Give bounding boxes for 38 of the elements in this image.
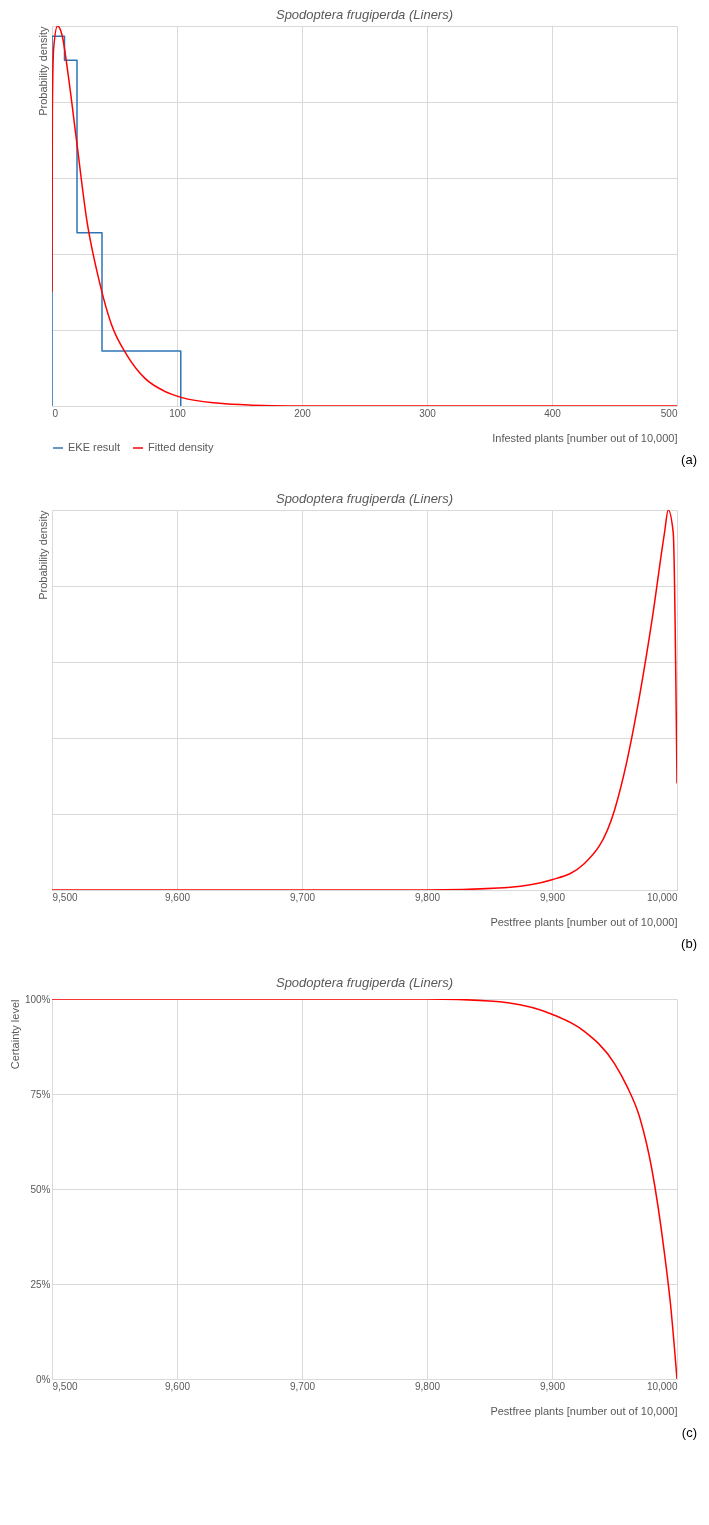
- x-tick-label: 9,800: [414, 1380, 441, 1392]
- x-tick-label: 400: [544, 407, 562, 419]
- x-tick-label: 9,700: [289, 891, 316, 903]
- chart-title: Spodoptera frugiperda (Liners): [275, 7, 454, 22]
- x-tick-label: 100: [169, 407, 187, 419]
- x-tick-label: 10,000: [646, 1380, 678, 1392]
- y-axis-title: Probability density: [36, 26, 49, 116]
- text: (c): [681, 1425, 697, 1440]
- x-axis-title: Pestfree plants [number out of 10,000]: [490, 1404, 678, 1417]
- legend-label: Fitted density: [148, 441, 214, 453]
- y-tick-label: 25%: [30, 1278, 51, 1290]
- y-tick-label: 75%: [30, 1088, 51, 1100]
- x-tick-label: 9,700: [289, 1380, 316, 1392]
- y-axis-title: Probability density: [36, 510, 49, 600]
- x-tick-label: 9,600: [164, 1380, 191, 1392]
- x-tick-label: 0: [52, 407, 59, 419]
- chart-title: Spodoptera frugiperda (Liners): [275, 491, 454, 506]
- x-tick-label: 9,900: [539, 891, 566, 903]
- x-tick-label: 9,500: [52, 1380, 78, 1392]
- y-axis-title: Certainty level: [8, 999, 21, 1070]
- x-tick-label: 9,800: [414, 891, 441, 903]
- line-series: [52, 999, 677, 1379]
- legend-label: EKE result: [68, 441, 120, 453]
- x-axis-title: Pestfree plants [number out of 10,000]: [490, 915, 678, 928]
- text: (b): [681, 936, 697, 951]
- x-tick-label: 500: [660, 407, 678, 419]
- x-tick-label: 9,500: [52, 891, 78, 903]
- text: (a): [681, 452, 697, 467]
- x-tick-label: 9,900: [539, 1380, 566, 1392]
- x-tick-label: 300: [419, 407, 437, 419]
- x-tick-label: 10,000: [646, 891, 678, 903]
- y-tick-label: 0%: [36, 1373, 51, 1385]
- x-axis-title: Infested plants [number out of 10,000]: [492, 431, 678, 444]
- chart-title: Spodoptera frugiperda (Liners): [275, 975, 454, 990]
- y-tick-label: 100%: [24, 993, 51, 1005]
- x-tick-label: 200: [294, 407, 312, 419]
- x-tick-label: 9,600: [164, 891, 191, 903]
- y-tick-label: 50%: [30, 1183, 51, 1195]
